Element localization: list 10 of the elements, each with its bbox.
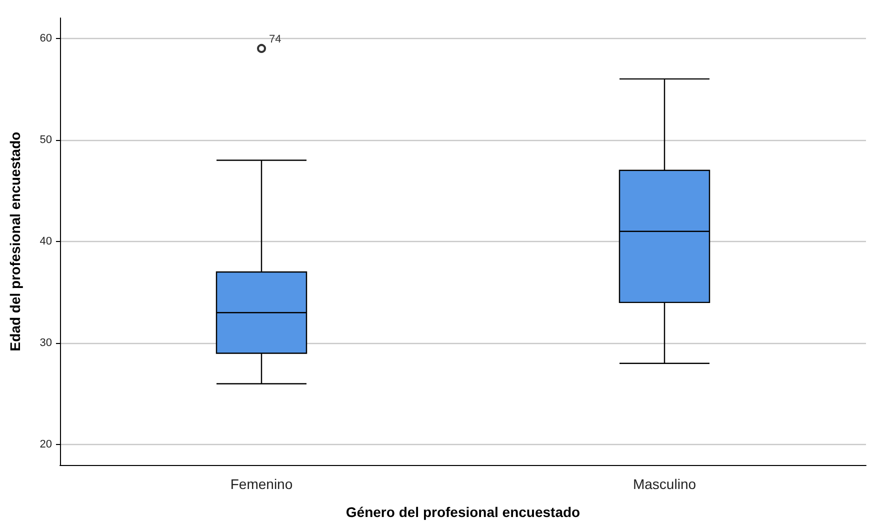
y-axis-title: Edad del profesional encuestado [7,132,23,352]
x-tick-label: Masculino [632,476,696,492]
y-tick-label: 30 [40,337,52,350]
annotation: 74 [269,33,282,46]
x-tick-label: Femenino [230,476,293,492]
y-tick-label: 40 [40,236,52,248]
x-axis-title: Género del profesional encuestado [346,504,580,520]
y-tick-label: 60 [40,32,52,44]
y-tick-label: 20 [40,438,52,451]
y-tick-label: 50 [40,134,52,146]
